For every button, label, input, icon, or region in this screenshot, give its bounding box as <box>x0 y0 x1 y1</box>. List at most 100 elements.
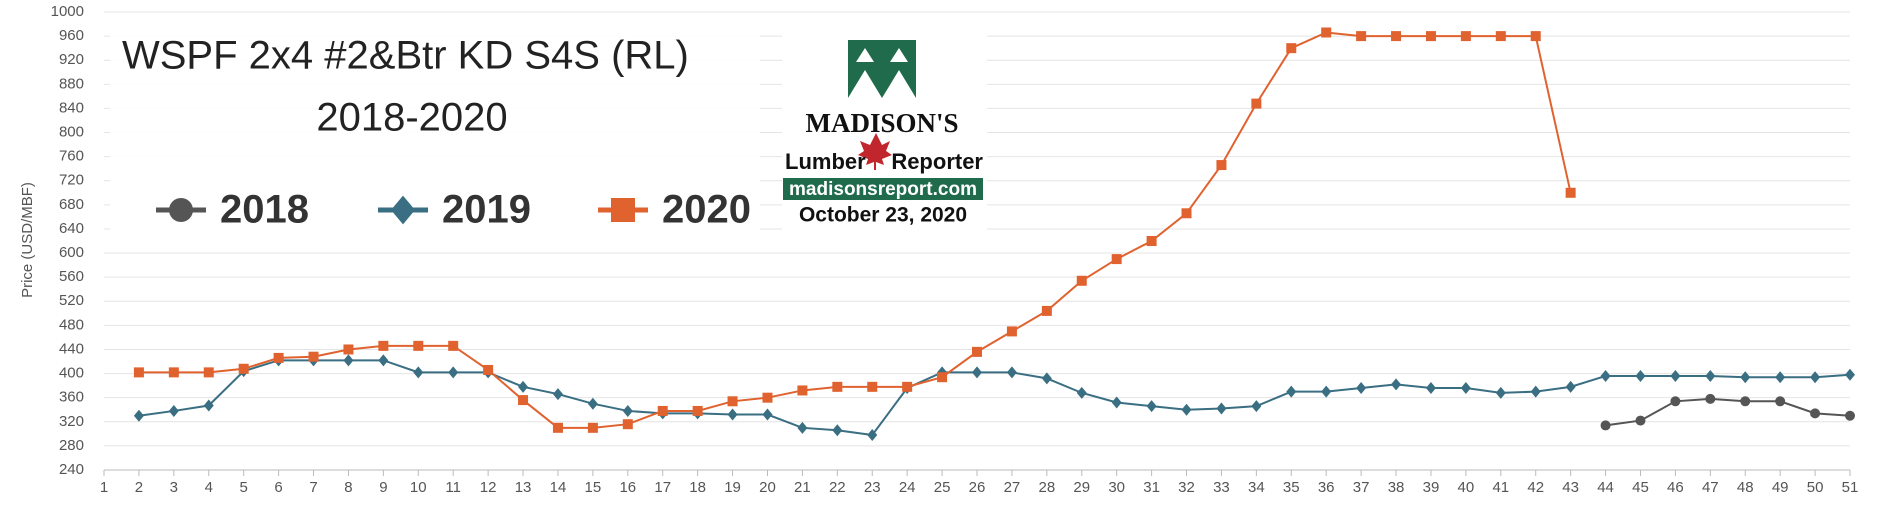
x-tick-label: 21 <box>794 479 811 496</box>
marker <box>378 340 389 351</box>
legend-marker <box>391 195 415 225</box>
marker <box>1356 31 1367 42</box>
marker <box>937 372 948 383</box>
marker <box>1775 396 1786 407</box>
logo: MADISON'S Lumber Reporter madisonsreport… <box>782 34 987 230</box>
marker <box>308 351 319 362</box>
logo-mark-shape <box>848 48 916 98</box>
x-tick-label: 10 <box>410 479 427 496</box>
marker <box>1775 371 1786 384</box>
marker <box>1845 368 1855 381</box>
x-tick-label: 7 <box>309 479 317 496</box>
y-tick-label: 920 <box>59 51 84 68</box>
x-tick-label: 38 <box>1388 479 1405 496</box>
y-axis-label: Price (USD/MBF) <box>19 182 36 298</box>
legend-marker <box>169 198 193 222</box>
marker <box>587 397 598 410</box>
x-tick-label: 43 <box>1562 479 1579 496</box>
legend: 2018 2019 2020 <box>156 188 751 232</box>
marker <box>1041 305 1052 316</box>
marker <box>1251 400 1262 413</box>
x-tick-label: 1 <box>100 479 108 496</box>
y-tick-label: 960 <box>59 27 84 44</box>
y-tick-label: 400 <box>59 365 84 382</box>
title-backdrop <box>110 30 760 240</box>
y-tick-label: 720 <box>59 172 84 189</box>
marker <box>413 340 424 351</box>
marker <box>692 405 703 416</box>
marker <box>238 363 249 374</box>
marker <box>133 409 144 422</box>
marker <box>727 408 738 421</box>
y-tick-label: 680 <box>59 196 84 213</box>
marker <box>797 421 808 434</box>
x-tick-label: 28 <box>1038 479 1055 496</box>
x-tick-label: 15 <box>585 479 602 496</box>
marker <box>1600 420 1611 431</box>
y-tick-label: 560 <box>59 268 84 285</box>
marker <box>657 405 668 416</box>
x-tick-label: 11 <box>445 479 461 496</box>
x-tick-label: 45 <box>1632 479 1649 496</box>
x-tick-label: 24 <box>899 479 916 496</box>
y-tick-label: 280 <box>59 437 84 454</box>
legend-label: 2020 <box>662 188 751 232</box>
x-tick-label: 47 <box>1702 479 1719 496</box>
marker <box>1216 160 1227 171</box>
y-tick-label: 760 <box>59 148 84 165</box>
x-tick-label: 8 <box>344 479 352 496</box>
legend-label: 2019 <box>442 188 531 232</box>
x-tick-label: 36 <box>1318 479 1335 496</box>
marker <box>448 366 459 379</box>
marker <box>1705 393 1716 404</box>
marker <box>1495 386 1506 399</box>
x-tick-label: 30 <box>1108 479 1125 496</box>
marker <box>518 380 529 393</box>
x-tick-label: 44 <box>1597 479 1614 496</box>
marker <box>867 429 878 442</box>
x-tick-label: 34 <box>1248 479 1265 496</box>
x-tick-label: 14 <box>550 479 567 496</box>
marker <box>972 366 982 379</box>
x-tick-label: 51 <box>1842 479 1859 496</box>
x-tick-label: 29 <box>1073 479 1090 496</box>
maple-leaf <box>858 133 892 170</box>
x-tick-label: 40 <box>1458 479 1475 496</box>
chart-title: WSPF 2x4 #2&Btr KD S4S (RL) <box>122 34 689 78</box>
marker <box>1146 400 1157 413</box>
marker <box>1600 369 1611 382</box>
x-tick-label: 4 <box>205 479 213 496</box>
marker <box>378 354 389 367</box>
x-tick-label: 33 <box>1213 479 1230 496</box>
x-tick-label: 12 <box>480 479 497 496</box>
x-tick-label: 25 <box>934 479 951 496</box>
legend-marker <box>611 198 635 222</box>
marker <box>762 408 773 421</box>
y-tick-label: 520 <box>59 292 84 309</box>
marker <box>622 404 633 417</box>
marker <box>483 364 494 375</box>
logo-date: October 23, 2020 <box>799 204 967 227</box>
series-line <box>1605 397 1851 427</box>
y-tick-label: 840 <box>59 99 84 116</box>
y-tick-label: 800 <box>59 123 84 140</box>
x-tick-label: 50 <box>1807 479 1824 496</box>
marker <box>1041 372 1052 385</box>
x-tick-label: 2 <box>135 479 143 496</box>
x-tick-label: 46 <box>1667 479 1684 496</box>
x-tick-label: 3 <box>170 479 178 496</box>
marker <box>832 381 843 392</box>
marker <box>1495 31 1506 42</box>
x-tick-label: 16 <box>619 479 636 496</box>
marker <box>1740 396 1751 407</box>
x-tick-label: 37 <box>1353 479 1370 496</box>
marker <box>1460 382 1471 395</box>
x-tick-label: 48 <box>1737 479 1754 496</box>
x-tick-label: 26 <box>969 479 986 496</box>
marker <box>1810 408 1821 419</box>
marker <box>1565 187 1576 198</box>
chart-subtitle: 2018-2020 <box>316 96 507 140</box>
marker <box>203 367 214 378</box>
marker <box>1670 396 1681 407</box>
